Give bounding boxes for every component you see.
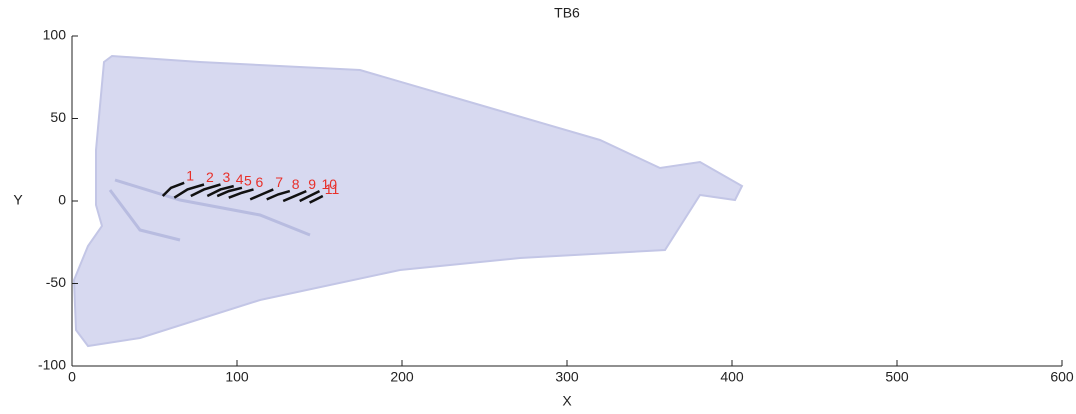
track-line <box>173 183 205 199</box>
track-label: 2 <box>206 169 214 185</box>
track-line <box>249 188 274 201</box>
track-label: 11 <box>325 181 340 197</box>
inner-structure <box>108 178 311 242</box>
track-line <box>228 188 254 199</box>
track-line <box>206 184 235 198</box>
track-label: 9 <box>308 176 316 192</box>
x-tick-label: 400 <box>720 369 744 385</box>
x-axis-label: X <box>562 393 572 409</box>
track-label: 6 <box>256 174 264 190</box>
y-tick-label: 0 <box>58 192 66 208</box>
track-label: 10 <box>322 176 338 192</box>
track-label: 7 <box>275 174 283 190</box>
track-label: 1 <box>186 168 194 184</box>
chart-title: TB6 <box>554 5 580 21</box>
track-line <box>309 194 324 204</box>
y-tick-label: -100 <box>38 357 66 373</box>
x-tick-label: 200 <box>390 369 414 385</box>
track-line <box>282 189 307 203</box>
y-tick-label: 50 <box>50 109 66 125</box>
x-tick-label: 100 <box>225 369 249 385</box>
x-tick-label: 0 <box>68 369 76 385</box>
track-label: 8 <box>292 176 300 192</box>
x-tick-label: 500 <box>885 369 909 385</box>
track-line <box>266 189 291 201</box>
track-line <box>299 189 321 203</box>
y-axis-label: Y <box>13 192 23 208</box>
x-tick-label: 300 <box>555 369 579 385</box>
x-tick-label: 600 <box>1050 369 1074 385</box>
track-line <box>161 181 185 197</box>
track-line <box>190 183 221 198</box>
y-tick-label: -50 <box>46 274 66 290</box>
track-line <box>216 186 243 198</box>
y-tick-label: 100 <box>43 27 67 43</box>
tissue-outline <box>72 54 744 348</box>
track-label: 5 <box>244 173 252 189</box>
track-label: 3 <box>223 169 231 185</box>
track-label: 4 <box>236 171 244 187</box>
